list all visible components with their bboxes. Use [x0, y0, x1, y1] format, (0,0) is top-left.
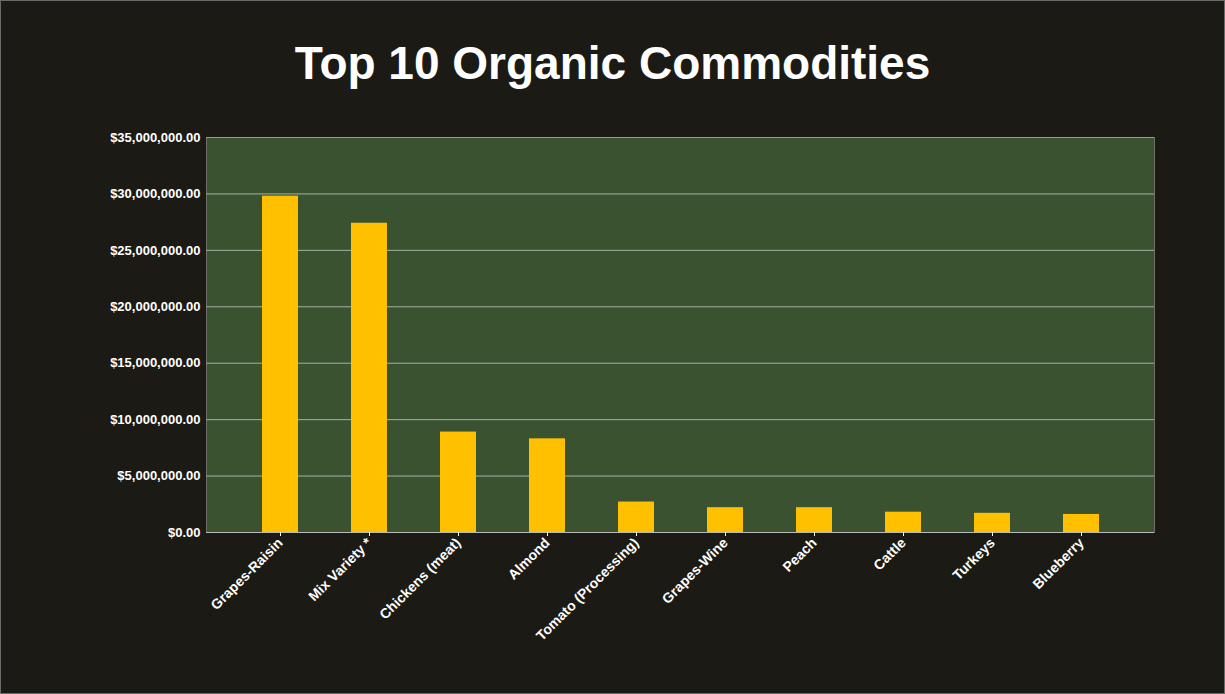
svg-text:Chickens (meat): Chickens (meat)	[376, 534, 464, 622]
svg-text:$0.00: $0.00	[168, 525, 201, 540]
html-text:Top 10 Organic Commodities: Top 10 Organic Commodities	[294, 37, 931, 89]
svg-text:$30,000,000.00: $30,000,000.00	[110, 186, 200, 201]
svg-text:Grapes-Wine: Grapes-Wine	[658, 534, 730, 606]
svg-text:Blueberry: Blueberry	[1029, 534, 1087, 592]
svg-text:Almond: Almond	[505, 534, 553, 582]
svg-text:Mix Variety *: Mix Variety *	[305, 534, 375, 604]
svg-text:$35,000,000.00: $35,000,000.00	[110, 130, 200, 145]
svg-text:Tomato (Processing): Tomato (Processing)	[533, 534, 642, 643]
svg-text:$20,000,000.00: $20,000,000.00	[110, 299, 200, 314]
svg-text:$25,000,000.00: $25,000,000.00	[110, 243, 200, 258]
svg-text:Cattle: Cattle	[870, 534, 909, 573]
svg-text:$10,000,000.00: $10,000,000.00	[110, 412, 200, 427]
svg-text:$5,000,000.00: $5,000,000.00	[117, 468, 200, 483]
svg-text:Grapes-Raisin: Grapes-Raisin	[207, 534, 285, 612]
svg-text:Peach: Peach	[779, 534, 819, 574]
svg-text:Turkeys: Turkeys	[949, 534, 998, 583]
svg-text:$15,000,000.00: $15,000,000.00	[110, 355, 200, 370]
